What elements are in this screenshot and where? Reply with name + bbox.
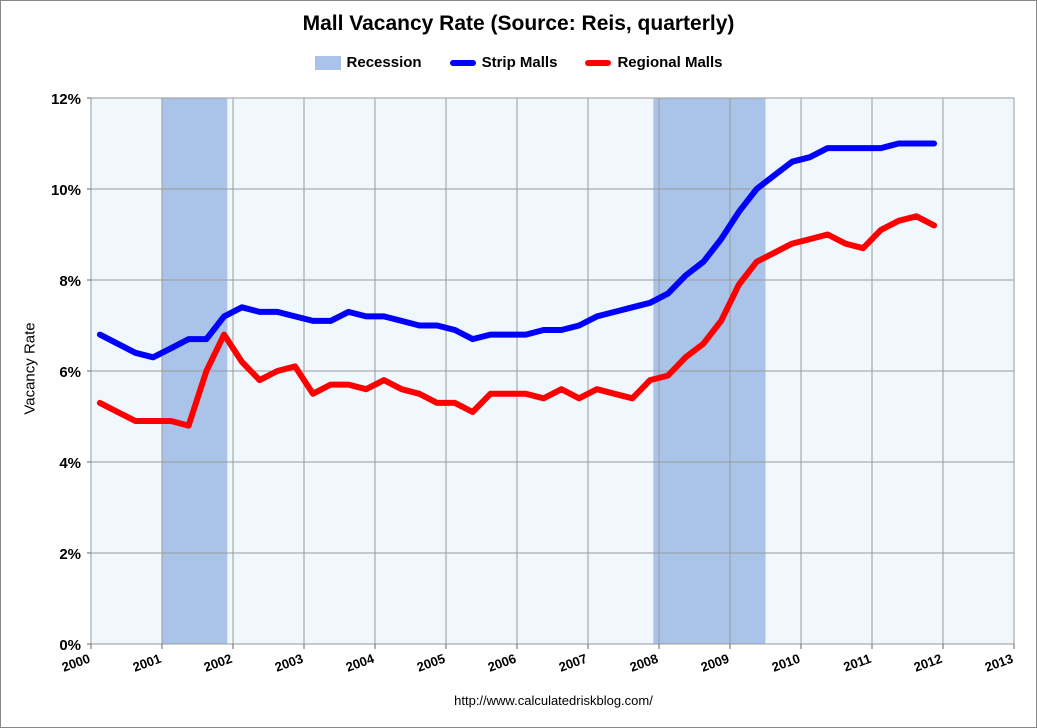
x-tick-label: 2003 [273,651,305,675]
legend-item-recession: Recession [314,54,422,71]
chart-title: Mall Vacancy Rate (Source: Reis, quarter… [302,12,735,35]
legend-label-recession: Recession [346,54,422,71]
y-tick-label: 12% [51,91,81,108]
y-tick-label: 2% [59,546,81,563]
legend-item-regional-malls: Regional Malls [585,54,722,71]
legend: Recession Strip Malls Regional Malls [0,54,1037,71]
legend-swatch-regional-malls [585,59,612,66]
x-tick-label: 2000 [60,651,92,675]
x-tick-label: 2013 [983,651,1015,675]
source-url: http://www.calculatedriskblog.com/ [454,693,653,708]
x-tick-label: 2010 [770,651,802,675]
legend-swatch-strip-malls [449,59,476,66]
series-line-strip-malls [96,140,938,361]
y-axis-label: Vacancy Rate [21,322,39,415]
x-tick-label: 2006 [486,651,518,675]
legend-label-regional-malls: Regional Malls [617,54,723,71]
x-tick-label: 2011 [841,651,873,675]
x-tick-label: 2007 [557,651,589,675]
series-line-regional-malls [96,213,938,429]
legend-label-strip-malls: Strip Malls [481,54,558,71]
x-tick-label: 2012 [912,651,944,675]
y-tick-label: 10% [51,182,81,199]
y-tick-label: 0% [59,637,81,654]
x-tick-label: 2008 [628,651,660,675]
legend-swatch-recession [314,55,341,70]
legend-item-strip-malls: Strip Malls [449,54,558,71]
y-tick-label: 4% [59,455,81,472]
y-tick-label: 6% [59,364,81,381]
x-tick-label: 2002 [202,651,234,675]
x-tick-label: 2001 [131,651,163,675]
x-tick-label: 2009 [699,651,731,675]
x-tick-label: 2004 [344,650,377,674]
x-tick-label: 2005 [415,651,447,675]
y-tick-label: 8% [59,273,81,290]
